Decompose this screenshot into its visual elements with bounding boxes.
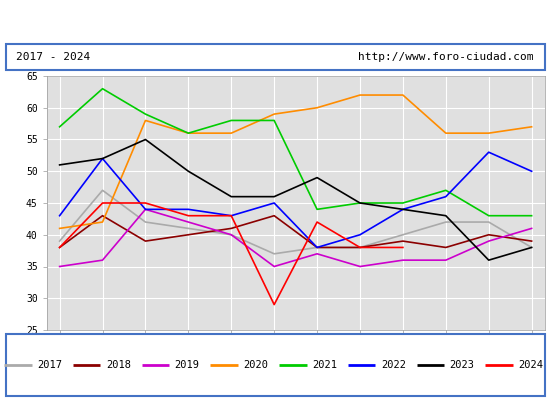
Text: 2023: 2023 (450, 360, 475, 370)
Text: 2017: 2017 (37, 360, 62, 370)
Text: 2018: 2018 (106, 360, 131, 370)
Text: 2022: 2022 (381, 360, 406, 370)
Text: 2021: 2021 (312, 360, 337, 370)
Bar (6, 334, 544, 396)
Text: 2019: 2019 (175, 360, 200, 370)
Text: 2024: 2024 (518, 360, 543, 370)
Text: Evolucion del paro registrado en Taberno: Evolucion del paro registrado en Taberno (125, 14, 425, 28)
Text: 2017 - 2024: 2017 - 2024 (16, 52, 91, 62)
Text: 2020: 2020 (243, 360, 268, 370)
Bar (6, 44, 544, 70)
Text: http://www.foro-ciudad.com: http://www.foro-ciudad.com (358, 52, 534, 62)
